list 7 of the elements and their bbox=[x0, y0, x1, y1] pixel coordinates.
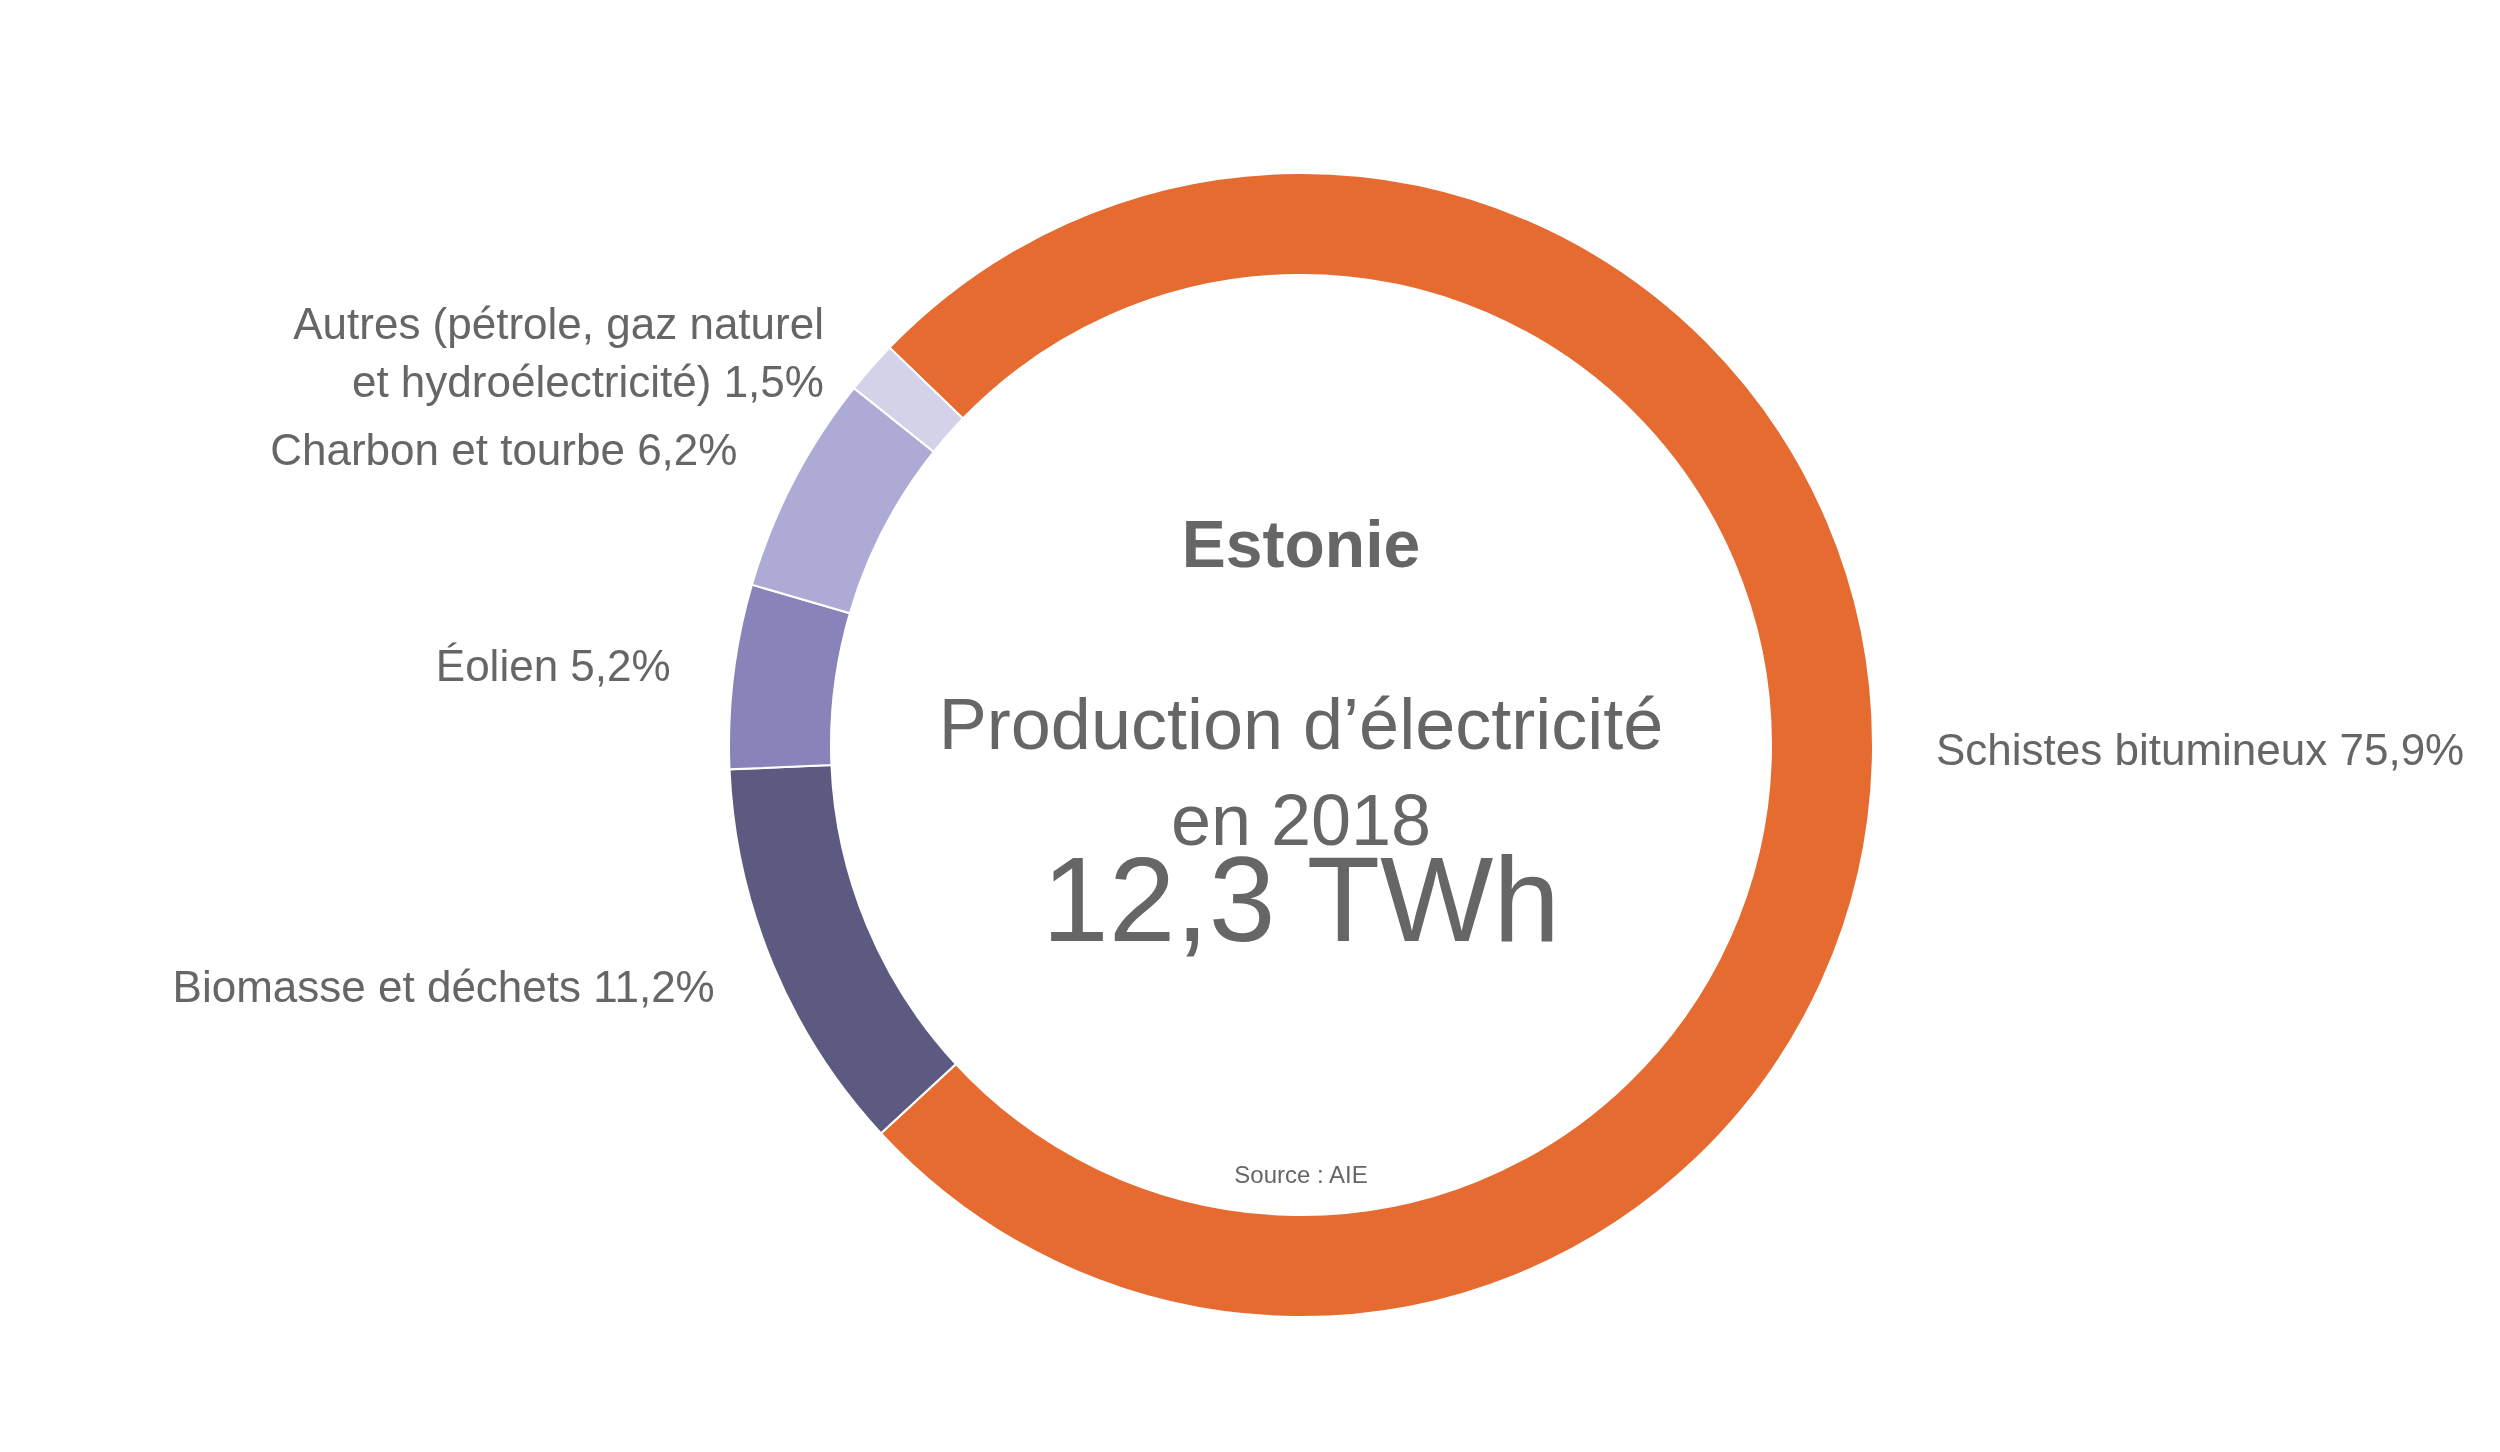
slice-label: Charbon et tourbe 6,2% bbox=[270, 425, 738, 475]
slice-label: Éolien 5,2% bbox=[435, 641, 671, 691]
source-note: Source : AIE bbox=[1234, 1161, 1368, 1188]
slice-label: Schistes bitumineux 75,9% bbox=[1935, 724, 2465, 774]
slice-label: Autres (pétrole, gaz naturel et hydroélectricité) 1,5% bbox=[293, 298, 824, 406]
slice-label: Biomasse et déchets 11,2% bbox=[172, 962, 715, 1012]
text: Estonie bbox=[1181, 507, 1421, 581]
